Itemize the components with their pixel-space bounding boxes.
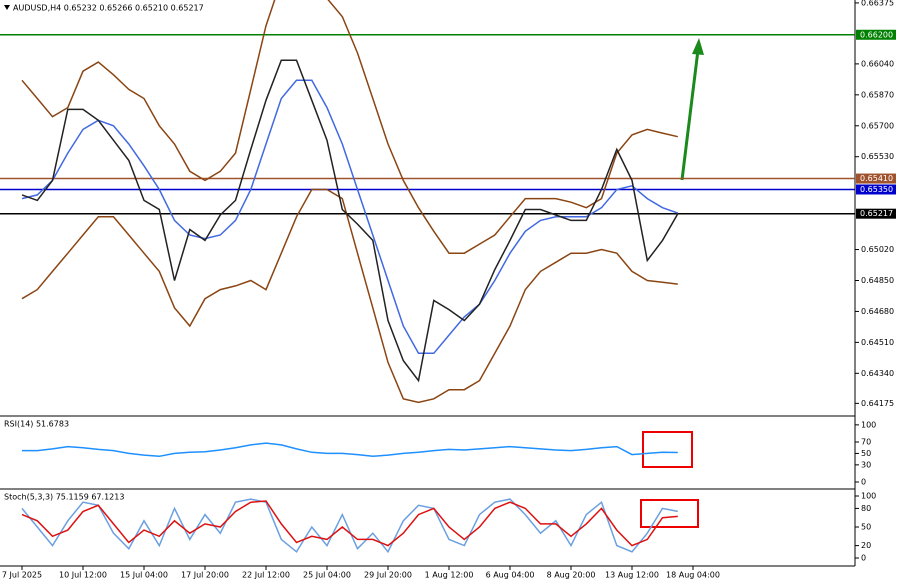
x-tick-label: 1 Aug 12:00	[425, 571, 474, 580]
x-tick-label: 10 Jul 12:00	[59, 571, 107, 580]
x-tick-label: 13 Aug 12:00	[605, 571, 659, 580]
forecast-arrow	[680, 49, 700, 181]
y-tick-label: 0.64680	[861, 307, 894, 316]
chart-title: AUDUSD,H4 0.65232 0.65266 0.65210 0.6521…	[13, 4, 204, 13]
level-label: 0.65410	[860, 174, 893, 183]
arrow-head	[692, 38, 704, 55]
y-tick-label: 0.65530	[861, 152, 894, 161]
series-line	[21, 0, 678, 254]
y-tick-label: 0.64340	[861, 369, 894, 378]
level-label-box	[856, 173, 896, 184]
y-tick-label: 0.66375	[861, 0, 894, 7]
highlight-box	[642, 431, 693, 468]
x-tick-label: 8 Aug 20:00	[547, 571, 596, 580]
y-tick-label: 100	[861, 492, 876, 501]
y-tick-label: 80	[861, 504, 871, 513]
y-tick-label: 50	[861, 449, 871, 458]
x-tick-label: 29 Jul 20:00	[364, 571, 412, 580]
series-line	[21, 498, 678, 554]
y-tick-label: 0.66040	[861, 59, 894, 68]
level-label: 0.65350	[860, 185, 893, 194]
series-line	[21, 188, 678, 404]
x-tick-label: 17 Jul 20:00	[181, 571, 229, 580]
y-tick-label: 0.65700	[861, 121, 894, 130]
y-tick-label: 0.64850	[861, 276, 894, 285]
highlight-box	[640, 499, 699, 528]
y-tick-label: 70	[861, 438, 871, 447]
level-label-box	[856, 208, 896, 219]
y-tick-label: 100	[861, 420, 876, 429]
stoch-title: Stoch(5,3,3) 75.1159 67.1213	[4, 493, 124, 502]
level-label: 0.66200	[860, 30, 893, 39]
y-tick-label: 0	[861, 478, 866, 487]
rsi-title: RSI(14) 51.6783	[4, 420, 69, 429]
y-tick-label: 0.65020	[861, 245, 894, 254]
series-line	[22, 442, 678, 458]
y-tick-label: 50	[861, 523, 871, 532]
series-line	[21, 79, 679, 355]
level-label: 0.65217	[860, 209, 893, 218]
y-tick-label: 20	[861, 541, 871, 550]
level-label-box	[856, 29, 896, 40]
y-tick-label: 0.64175	[861, 399, 894, 408]
x-tick-label: 25 Jul 04:00	[303, 571, 351, 580]
x-tick-label: 18 Aug 04:00	[666, 571, 720, 580]
series-line	[21, 59, 679, 383]
x-tick-label: 6 Aug 04:00	[486, 571, 535, 580]
y-tick-label: 0.64510	[861, 338, 894, 347]
y-tick-label: 0	[861, 553, 866, 562]
menu-icon[interactable]	[4, 5, 10, 10]
x-tick-label: 7 Jul 2025	[2, 571, 42, 580]
x-tick-label: 15 Jul 04:00	[120, 571, 168, 580]
series-line	[21, 500, 678, 547]
y-tick-label: 0.65870	[861, 90, 894, 99]
y-tick-label: 30	[861, 460, 871, 469]
level-label-box	[856, 184, 896, 195]
x-tick-label: 22 Jul 12:00	[242, 571, 290, 580]
